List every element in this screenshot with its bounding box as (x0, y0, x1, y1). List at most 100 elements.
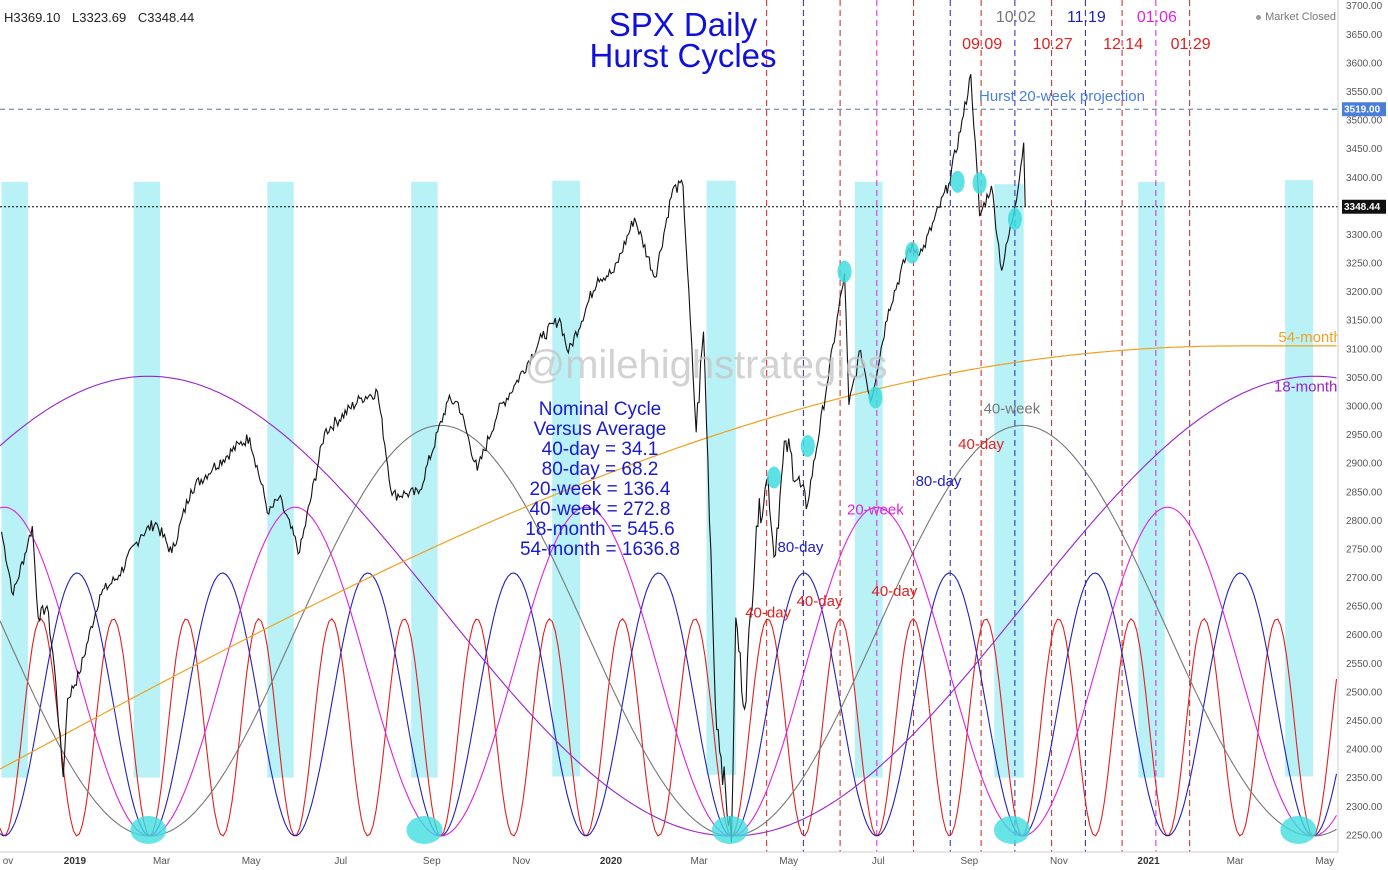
x-tick-label: Jul (872, 856, 885, 867)
y-tick-label: 3100.00 (1346, 344, 1383, 355)
chart-title-line-2: Hurst Cycles (589, 37, 776, 74)
bottom-trough-marker-2 (711, 816, 748, 844)
ohlc-readout: H3369.10 L3323.69 C3348.44 (4, 10, 202, 25)
price-trough-marker-3 (868, 386, 883, 409)
y-tick-label: 3400.00 (1346, 173, 1383, 184)
cycle-name-label-3: 40-day (872, 583, 918, 600)
y-tick-label: 3450.00 (1346, 144, 1383, 155)
cycle-date-label-3: 09.09 (962, 36, 1002, 53)
price-trough-marker-1 (800, 435, 815, 458)
y-tick-label: 3050.00 (1346, 373, 1383, 384)
last-price-tag (1342, 199, 1386, 214)
x-tick-label: Mar (1227, 856, 1245, 867)
price-trough-marker-4 (905, 241, 920, 264)
trough-band-6 (854, 181, 883, 778)
y-tick-label: 3700.00 (1346, 1, 1383, 12)
y-tick-label: 3550.00 (1346, 87, 1383, 98)
y-tick-label: 2600.00 (1346, 630, 1383, 641)
market-status-text: Market Closed (1265, 11, 1336, 23)
trough-band-2 (267, 181, 294, 778)
chart-title-line-1: SPX Daily (609, 6, 758, 43)
price-trough-marker-7 (1007, 208, 1022, 231)
y-tick-label: 2300.00 (1346, 802, 1383, 813)
cycle-40-week (0, 424, 1337, 837)
y-tick-label: 3250.00 (1346, 259, 1383, 270)
y-axis-background (1338, 0, 1388, 870)
cycle-name-label-9: 18-month (1274, 379, 1337, 396)
cycle-date-label-5: 12.14 (1103, 36, 1143, 53)
y-tick-label: 3650.00 (1346, 30, 1383, 41)
bottom-trough-marker-3 (993, 816, 1030, 844)
market-status: Market Closed (1256, 11, 1336, 23)
price-trough-marker-6 (972, 171, 987, 194)
cycle-trough-bands (1, 180, 1314, 778)
x-tick-label: 2021 (1137, 856, 1160, 867)
trough-band-4 (552, 180, 581, 777)
bottom-trough-marker-0 (130, 816, 167, 844)
x-tick-label: Mar (153, 856, 171, 867)
high-value: H3369.10 (4, 10, 61, 25)
y-tick-label: 2800.00 (1346, 516, 1383, 527)
cycle-name-label-8: 54-month (1278, 329, 1341, 346)
x-tick-label: Mar (690, 856, 708, 867)
x-tick-label: Sep (960, 856, 978, 867)
nominal-cycle-line-3: 80-day = 68.2 (542, 459, 659, 480)
y-tick-label: 2500.00 (1346, 687, 1383, 698)
x-tick-label: May (779, 856, 798, 867)
price-trough-marker-5 (950, 170, 965, 193)
status-dot-icon (1256, 14, 1262, 20)
cycle-date-label-0: 10.02 (996, 9, 1036, 26)
cycle-40-day (0, 617, 1338, 837)
projection-tag-text: 3519.00 (1344, 105, 1381, 116)
y-tick-label: 2400.00 (1346, 745, 1383, 756)
x-tick-label: 2019 (64, 856, 87, 867)
cycle-name-label-6: 40-day (958, 436, 1004, 453)
y-tick-label: 2900.00 (1346, 459, 1383, 470)
y-tick-label: 2350.00 (1346, 773, 1383, 784)
cycle-date-label-4: 10.27 (1033, 36, 1073, 53)
projection-label: Hurst 20-week projection (979, 88, 1145, 105)
price-series (0, 74, 1026, 843)
y-tick-label: 3600.00 (1346, 58, 1383, 69)
close-value: C3348.44 (137, 10, 195, 25)
trough-band-1 (133, 181, 161, 778)
cycle-54-month (0, 345, 1337, 770)
y-tick-label: 2550.00 (1346, 659, 1383, 670)
cycle-date-label-1: 11.19 (1067, 9, 1106, 26)
cycle-date-label-6: 01.29 (1171, 36, 1211, 53)
y-tick-label: 2650.00 (1346, 602, 1383, 613)
nominal-cycle-line-2: 40-day = 34.1 (542, 439, 659, 460)
nominal-cycle-line-7: 54-month = 1636.8 (520, 539, 680, 560)
cycle-80-day (0, 572, 1338, 837)
projection-tag (1342, 102, 1386, 117)
bottom-trough-marker-1 (406, 816, 443, 844)
y-tick-label: 2950.00 (1346, 430, 1383, 441)
trough-band-5 (706, 180, 736, 775)
y-tick-label: 3200.00 (1346, 287, 1383, 298)
price-line (0, 74, 1026, 843)
trough-band-9 (1285, 180, 1314, 777)
y-tick-label: 2700.00 (1346, 573, 1383, 584)
watermark-text: @milehighstrategies (525, 343, 888, 387)
y-tick-label: 3500.00 (1346, 116, 1383, 127)
cycle-name-label-0: 40-day (745, 605, 791, 622)
price-trough-marker-0 (767, 466, 782, 489)
y-tick-label: 2450.00 (1346, 716, 1383, 727)
cycle-name-label-5: 80-day (916, 473, 962, 490)
x-tick-label: ov (3, 856, 14, 867)
cycle-18-month (0, 375, 1337, 837)
nominal-cycle-line-1: Versus Average (534, 419, 667, 440)
x-axis-background (0, 852, 1338, 870)
nominal-cycle-line-5: 40-week = 272.8 (529, 499, 670, 520)
cycle-name-label-4: 20-week (847, 502, 904, 519)
trough-markers (130, 170, 1317, 844)
x-tick-label: May (1315, 856, 1334, 867)
x-tick-label: May (242, 856, 261, 867)
x-tick-label: Sep (423, 856, 441, 867)
nominal-cycle-line-0: Nominal Cycle (539, 399, 661, 420)
last-price-tag-text: 3348.44 (1344, 202, 1381, 213)
y-tick-label: 2250.00 (1346, 830, 1383, 841)
